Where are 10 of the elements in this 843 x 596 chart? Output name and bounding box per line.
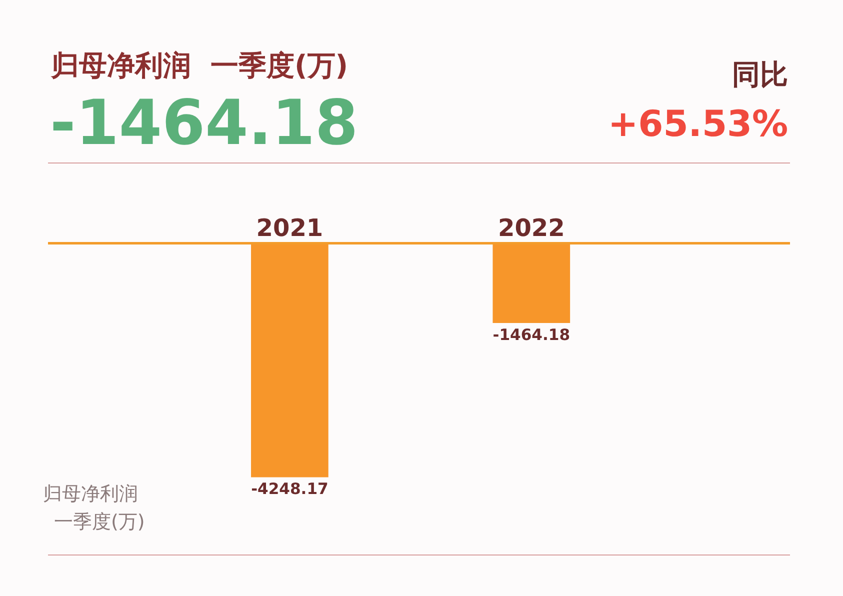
data-label: -4248.17 <box>251 480 328 498</box>
chart-title: 归母净利润 一季度(万) <box>50 49 348 82</box>
text: 一季度(万) <box>54 511 145 533</box>
x-tick-label: 2021 <box>256 214 324 242</box>
text: 归母净利润 <box>43 483 138 505</box>
text: +65.53% <box>608 104 788 145</box>
text: 同比 <box>732 58 788 91</box>
x-tick-label: 2022 <box>498 214 565 242</box>
text: -1464.18 <box>50 86 358 159</box>
data-label: -1464.18 <box>492 326 570 344</box>
